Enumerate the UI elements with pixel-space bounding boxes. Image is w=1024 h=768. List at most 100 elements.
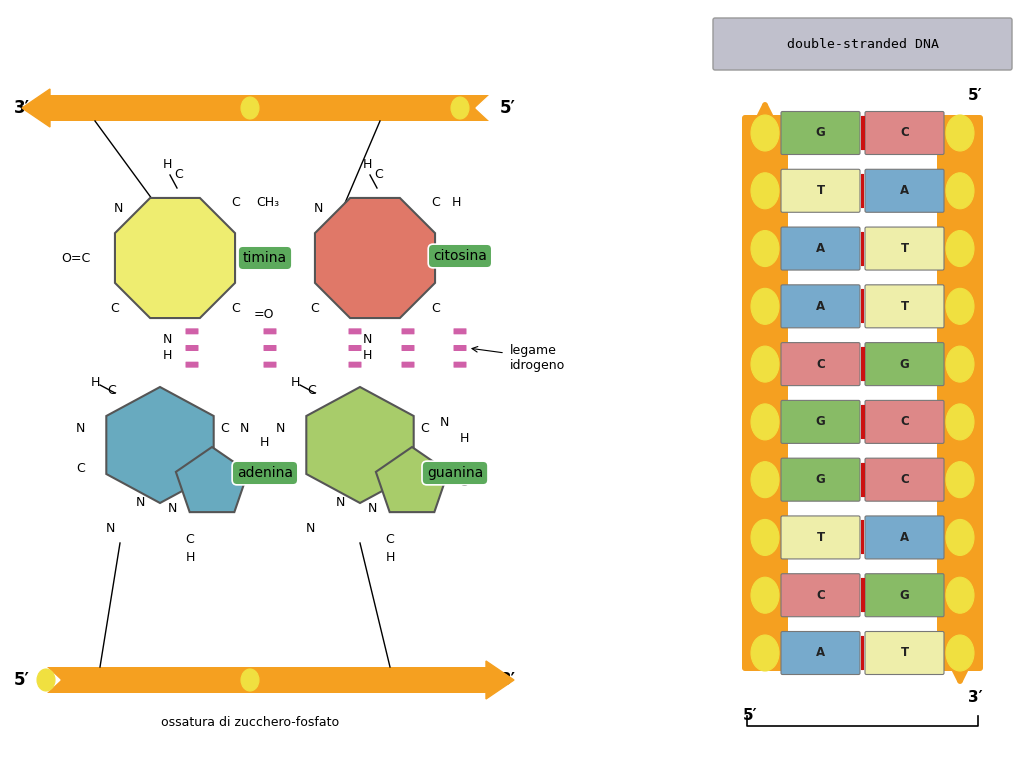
Text: H: H (460, 432, 469, 445)
Ellipse shape (751, 230, 779, 266)
FancyBboxPatch shape (348, 345, 361, 351)
FancyBboxPatch shape (401, 329, 415, 334)
Text: =O: =O (254, 309, 274, 322)
FancyBboxPatch shape (865, 458, 944, 502)
Text: O=C: O=C (60, 251, 90, 264)
FancyBboxPatch shape (865, 343, 944, 386)
Ellipse shape (37, 669, 55, 691)
FancyBboxPatch shape (185, 345, 199, 351)
FancyBboxPatch shape (454, 329, 467, 334)
Text: H: H (291, 376, 300, 389)
Ellipse shape (946, 230, 974, 266)
Text: double-stranded DNA: double-stranded DNA (787, 38, 939, 51)
Text: C: C (76, 462, 85, 475)
Text: C: C (185, 455, 195, 468)
Text: N—H: N—H (449, 257, 479, 270)
Ellipse shape (751, 519, 779, 555)
Polygon shape (486, 661, 514, 699)
Text: A: A (900, 184, 909, 197)
Ellipse shape (946, 519, 974, 555)
Text: C: C (900, 473, 909, 486)
Text: G: G (900, 358, 909, 371)
FancyBboxPatch shape (401, 345, 415, 351)
FancyBboxPatch shape (865, 227, 944, 270)
Text: T: T (816, 531, 824, 544)
FancyBboxPatch shape (781, 458, 860, 502)
Text: H: H (362, 158, 372, 171)
Text: T: T (900, 647, 908, 660)
Text: C: C (435, 466, 443, 479)
Ellipse shape (946, 115, 974, 151)
Text: T: T (900, 300, 908, 313)
FancyBboxPatch shape (742, 115, 788, 671)
FancyBboxPatch shape (781, 516, 860, 559)
FancyBboxPatch shape (263, 362, 276, 368)
Text: C: C (816, 589, 825, 601)
Text: C: C (185, 533, 195, 546)
FancyBboxPatch shape (865, 111, 944, 154)
Text: N: N (440, 416, 450, 429)
FancyBboxPatch shape (781, 343, 860, 386)
Text: =O: =O (450, 476, 470, 489)
FancyBboxPatch shape (865, 285, 944, 328)
Text: adenina: adenina (237, 466, 293, 480)
Ellipse shape (751, 635, 779, 671)
FancyBboxPatch shape (781, 111, 860, 154)
Text: N: N (362, 333, 372, 346)
Text: T: T (816, 184, 824, 197)
FancyBboxPatch shape (781, 574, 860, 617)
Text: C: C (432, 197, 440, 210)
Text: C: C (231, 302, 241, 315)
FancyBboxPatch shape (865, 516, 944, 559)
Text: N: N (313, 201, 323, 214)
Text: C: C (276, 462, 285, 475)
Text: H: H (452, 197, 461, 210)
Text: 5′: 5′ (500, 99, 516, 117)
Polygon shape (46, 667, 490, 693)
Text: C: C (231, 197, 241, 210)
FancyBboxPatch shape (781, 400, 860, 443)
Text: A: A (816, 300, 825, 313)
Text: C: C (108, 385, 117, 398)
Text: citosina: citosina (433, 249, 487, 263)
FancyBboxPatch shape (937, 115, 983, 671)
Ellipse shape (751, 346, 779, 382)
Text: T: T (900, 242, 908, 255)
Text: N: N (163, 333, 172, 346)
Text: N: N (114, 201, 123, 214)
Ellipse shape (946, 635, 974, 671)
Text: 3′: 3′ (500, 671, 516, 689)
Text: H: H (90, 376, 99, 389)
Text: 5′: 5′ (742, 709, 757, 723)
FancyBboxPatch shape (865, 400, 944, 443)
Text: N: N (305, 521, 314, 535)
Text: G: G (900, 589, 909, 601)
Text: C: C (900, 127, 909, 140)
Text: C: C (386, 455, 394, 468)
Text: C: C (310, 302, 319, 315)
FancyBboxPatch shape (781, 631, 860, 674)
Ellipse shape (241, 97, 259, 119)
FancyBboxPatch shape (348, 362, 361, 368)
Polygon shape (306, 387, 414, 503)
Text: C: C (366, 406, 375, 419)
Text: C: C (420, 422, 429, 435)
Text: legame
idrogeno: legame idrogeno (510, 344, 565, 372)
Text: C: C (375, 168, 383, 181)
Polygon shape (176, 447, 248, 512)
Text: O=C: O=C (261, 251, 290, 264)
Ellipse shape (946, 404, 974, 440)
FancyBboxPatch shape (401, 362, 415, 368)
Text: C: C (386, 533, 394, 546)
Text: A: A (816, 242, 825, 255)
Ellipse shape (946, 462, 974, 498)
Text: C: C (900, 415, 909, 429)
Text: C: C (816, 358, 825, 371)
Polygon shape (106, 387, 214, 503)
Text: N: N (240, 422, 250, 435)
Polygon shape (476, 95, 490, 121)
Polygon shape (46, 95, 490, 121)
Text: H: H (163, 158, 172, 171)
FancyBboxPatch shape (454, 362, 467, 368)
Polygon shape (22, 89, 50, 127)
